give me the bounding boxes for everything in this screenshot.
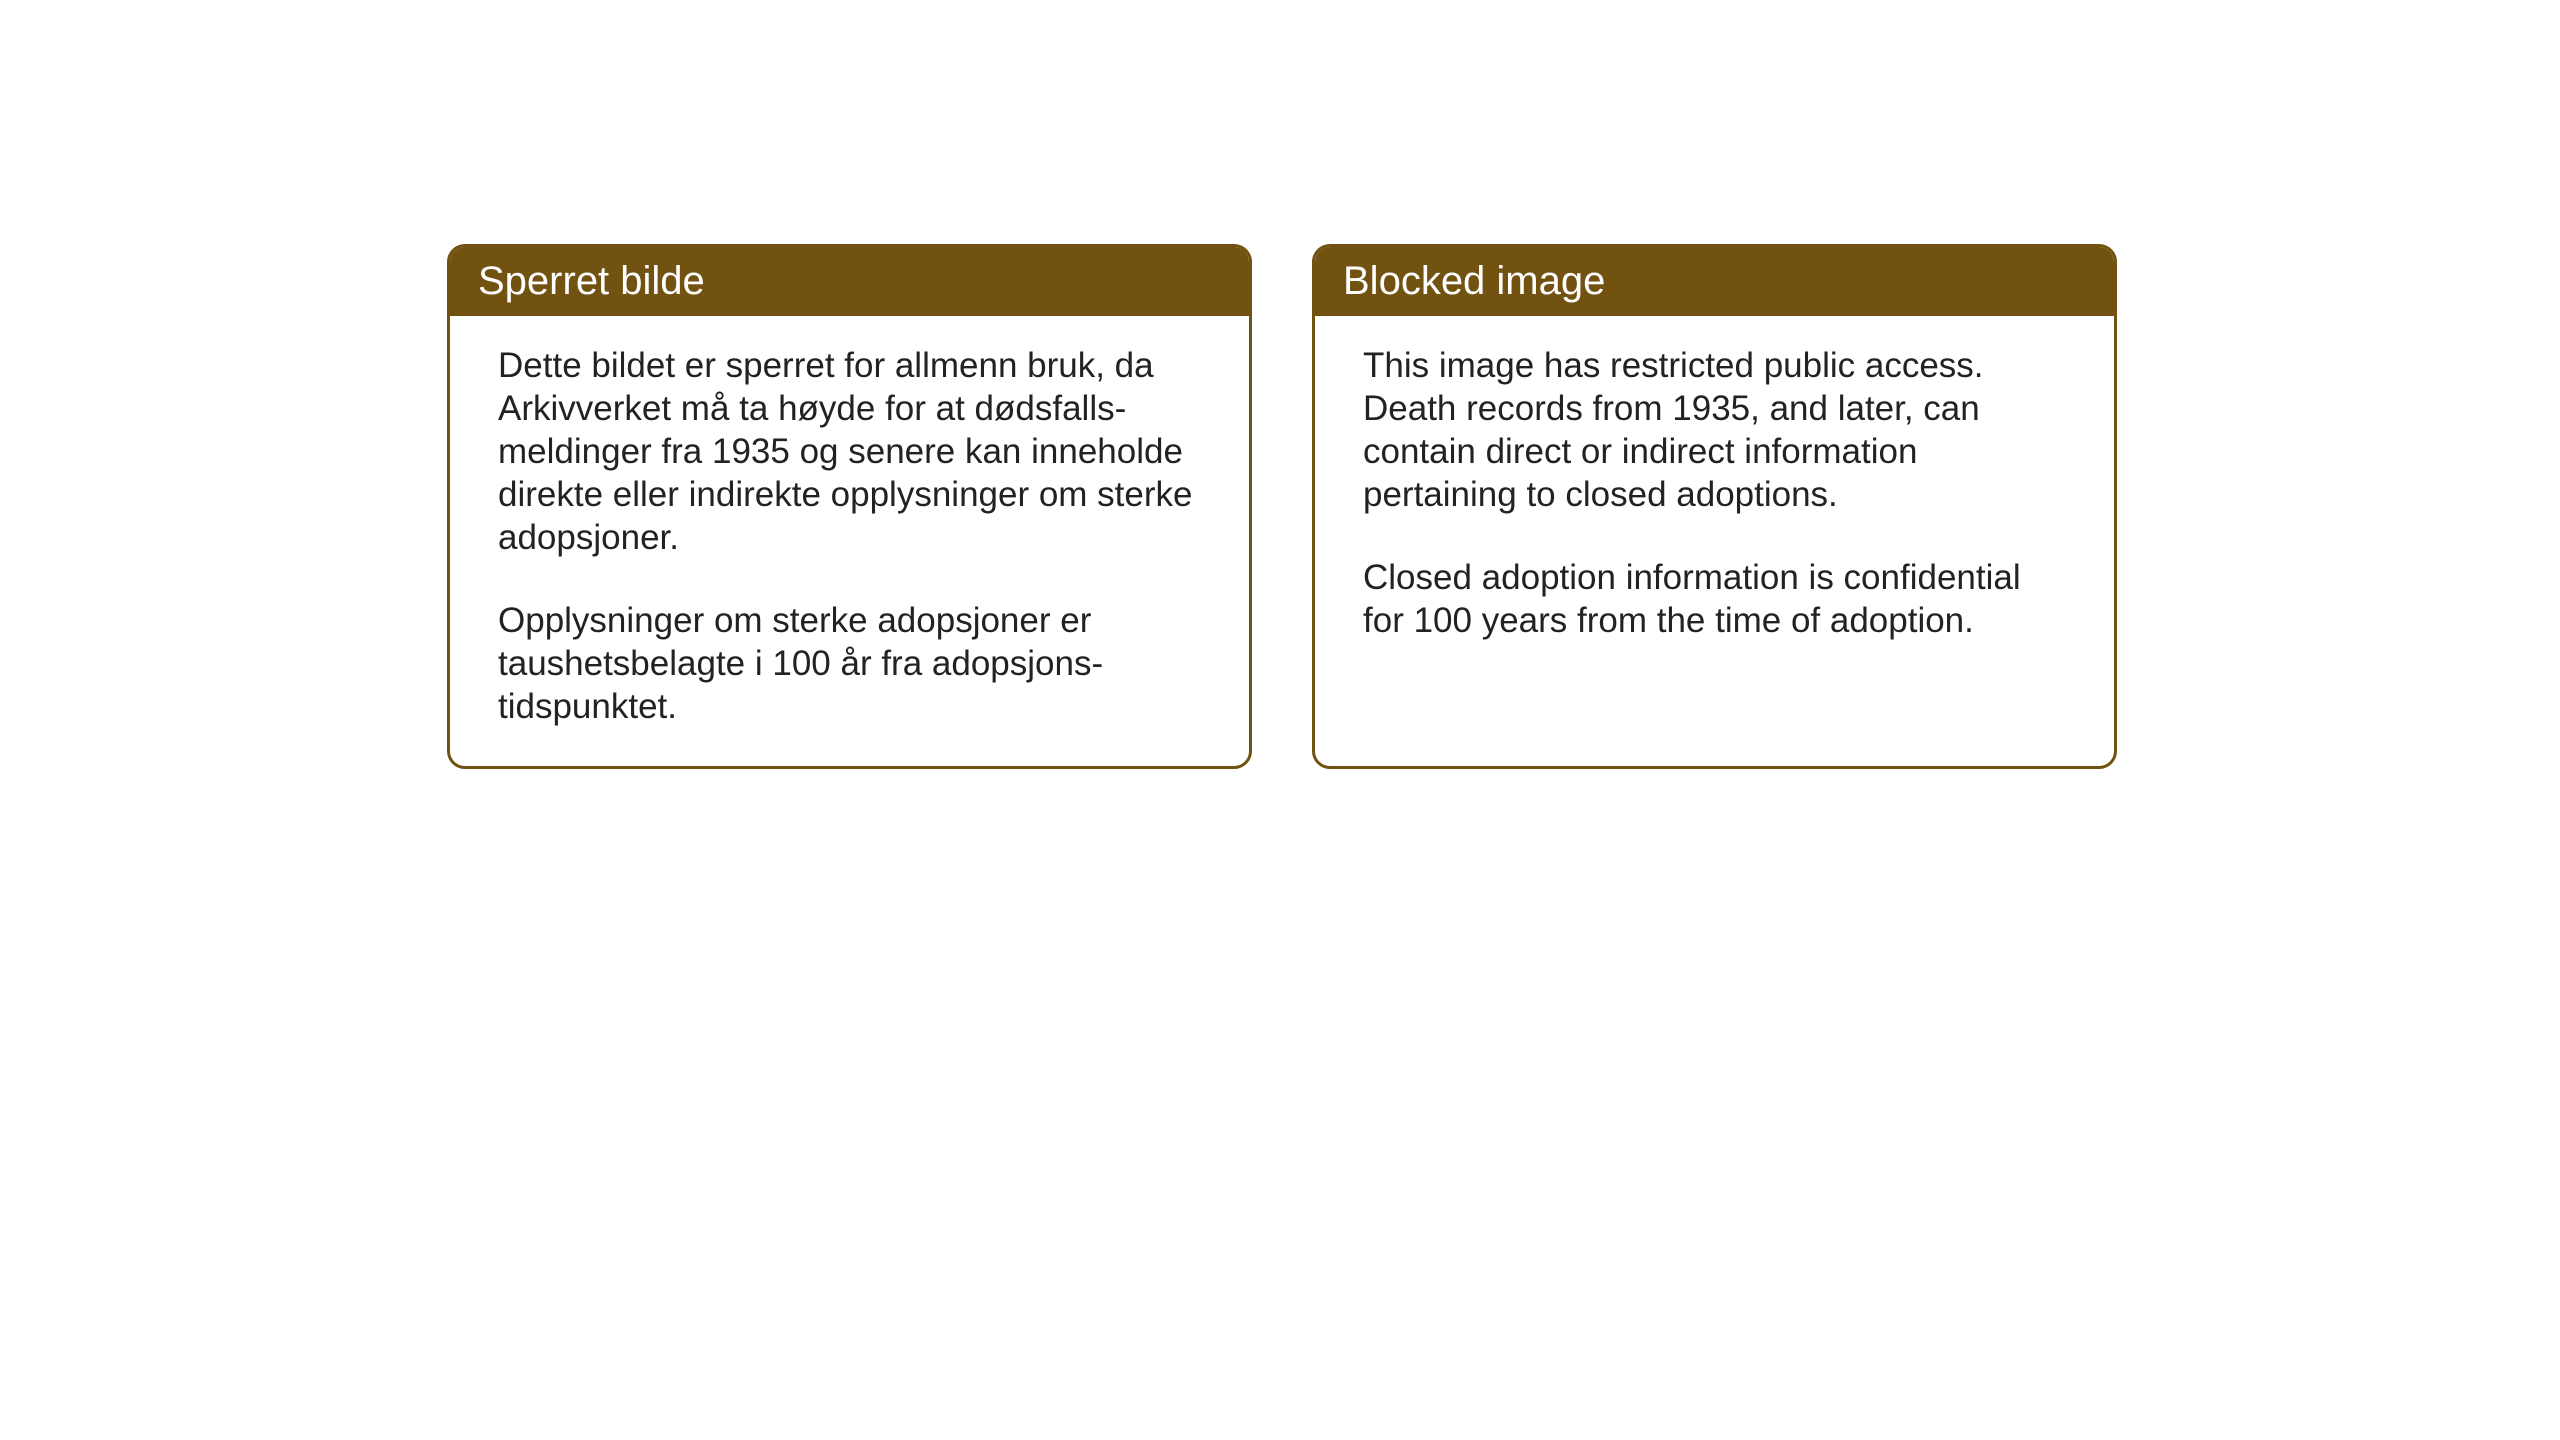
- norwegian-card-header: Sperret bilde: [450, 247, 1249, 316]
- norwegian-paragraph-1: Dette bildet er sperret for allmenn bruk…: [498, 344, 1201, 559]
- english-card-title: Blocked image: [1343, 259, 1605, 303]
- english-notice-card: Blocked image This image has restricted …: [1312, 244, 2117, 769]
- english-card-header: Blocked image: [1315, 247, 2114, 316]
- english-paragraph-1: This image has restricted public access.…: [1363, 344, 2066, 516]
- english-paragraph-2: Closed adoption information is confident…: [1363, 556, 2066, 642]
- norwegian-card-title: Sperret bilde: [478, 259, 705, 303]
- notice-container: Sperret bilde Dette bildet er sperret fo…: [447, 244, 2117, 769]
- norwegian-card-body: Dette bildet er sperret for allmenn bruk…: [450, 316, 1249, 766]
- norwegian-paragraph-2: Opplysninger om sterke adopsjoner er tau…: [498, 599, 1201, 728]
- norwegian-notice-card: Sperret bilde Dette bildet er sperret fo…: [447, 244, 1252, 769]
- english-card-body: This image has restricted public access.…: [1315, 316, 2114, 756]
